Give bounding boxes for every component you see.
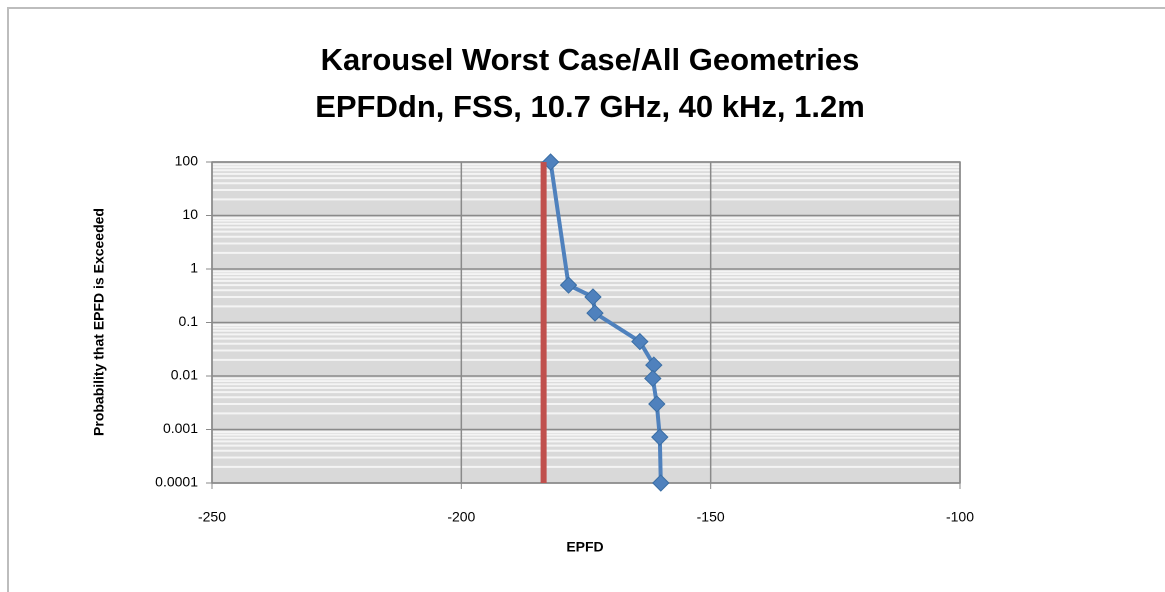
y-tick-label: 0.01 — [171, 367, 198, 383]
y-axis-title: Probability that EPFD is Exceeded — [91, 208, 107, 436]
data-point — [631, 332, 649, 351]
y-tick-label: 0.001 — [163, 420, 198, 436]
chart-subtitle: EPFDdn, FSS, 10.7 GHz, 40 kHz, 1.2m — [315, 89, 865, 124]
x-tick-label: -250 — [198, 509, 226, 525]
x-tick-label: -100 — [946, 509, 974, 525]
y-tick-label: 0.1 — [179, 313, 199, 329]
x-axis-title: EPFD — [566, 539, 603, 555]
data-point — [559, 276, 578, 294]
y-tick-label: 1 — [190, 260, 198, 276]
chart-title: Karousel Worst Case/All Geometries — [321, 42, 860, 77]
y-tick-label: 0.0001 — [155, 474, 198, 490]
y-tick-label: 10 — [182, 206, 198, 222]
y-tick-label: 100 — [175, 153, 199, 169]
data-point — [586, 304, 604, 322]
data-point — [584, 288, 602, 306]
x-tick-label: -200 — [447, 509, 475, 525]
x-tick-label: -150 — [697, 509, 725, 525]
plot-border — [211, 161, 961, 484]
data-point — [644, 369, 662, 388]
data-point — [648, 395, 666, 413]
data-point — [651, 428, 669, 446]
series-line — [548, 161, 663, 484]
data-point — [652, 474, 670, 492]
